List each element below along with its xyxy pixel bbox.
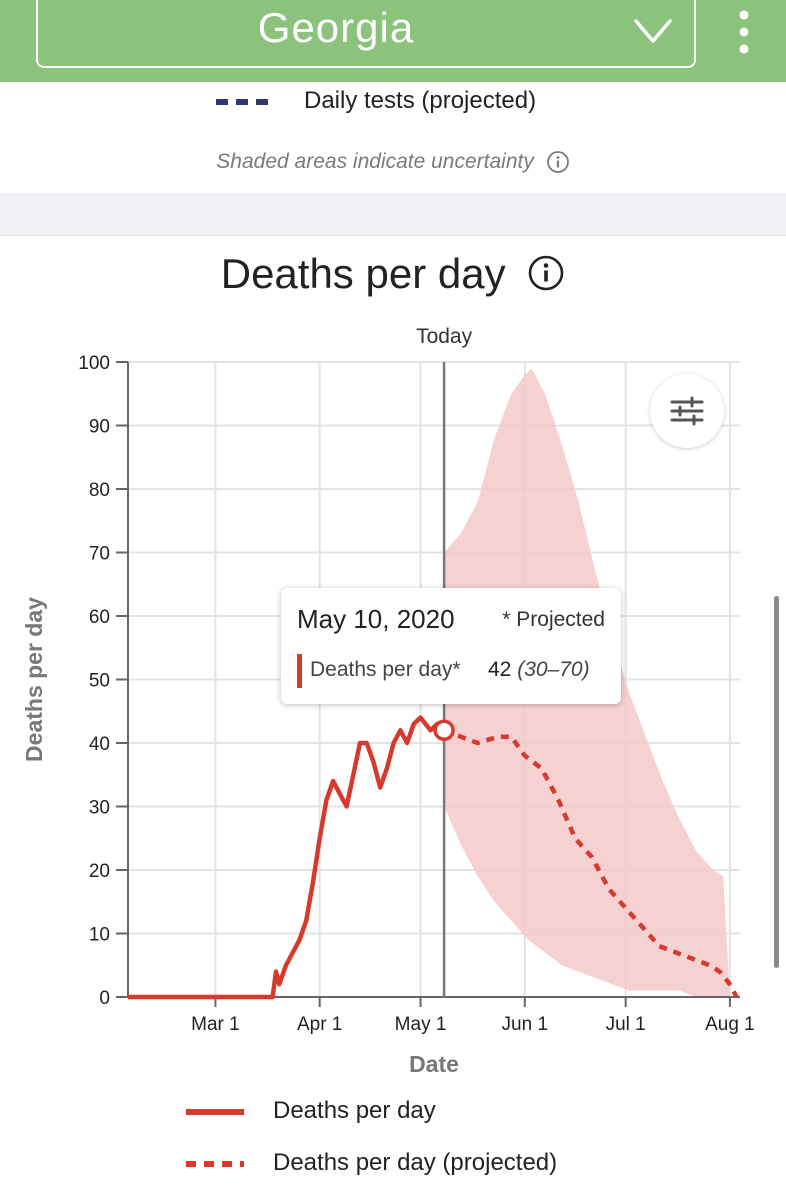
y-tick-label: 0 — [99, 988, 110, 1009]
state-dropdown[interactable]: Georgia — [36, 0, 696, 68]
y-tick-label: 30 — [89, 798, 110, 819]
y-tick-label: 90 — [89, 417, 110, 438]
page-scrollbar[interactable] — [774, 596, 779, 968]
chart-title-text: Deaths per day — [220, 250, 506, 297]
legend-swatch-deaths — [186, 1109, 244, 1115]
tooltip-series-label: Deaths per day* — [310, 658, 461, 681]
x-tick-label: Mar 1 — [191, 1014, 240, 1035]
info-icon[interactable] — [546, 150, 570, 174]
tooltip-value-range: (30–70) — [517, 658, 590, 681]
series-line-deaths-projected — [443, 728, 739, 999]
tooltip-series-swatch — [297, 654, 302, 688]
legend-item-deaths: Deaths per day — [186, 1096, 436, 1126]
today-label: Today — [416, 325, 473, 348]
legend-label-deaths: Deaths per day — [273, 1097, 436, 1124]
y-tick-label: 40 — [89, 734, 110, 755]
state-dropdown-value: Georgia — [257, 4, 415, 51]
legend-swatch-tests — [216, 99, 274, 105]
uncertainty-note-text: Shaded areas indicate uncertainty — [216, 150, 534, 173]
x-axis-label: Date — [409, 1051, 459, 1077]
x-tick-label: Apr 1 — [297, 1014, 342, 1035]
series-line-deaths — [128, 715, 446, 1000]
chart-info-icon[interactable] — [527, 254, 565, 292]
chevron-down-icon — [634, 19, 672, 43]
y-axis-label: Deaths per day — [21, 597, 47, 762]
y-tick-label: 100 — [78, 353, 110, 374]
chart-title: Deaths per day — [0, 248, 786, 300]
legend-item-deaths-projected: Deaths per day (projected) — [186, 1148, 557, 1178]
tooltip-projected-note: * Projected — [502, 608, 605, 631]
y-tick-label: 10 — [89, 925, 110, 946]
y-tick-label: 20 — [89, 861, 110, 882]
y-tick-label: 80 — [89, 480, 110, 501]
kebab-menu-icon[interactable] — [730, 6, 758, 58]
x-tick-label: May 1 — [395, 1014, 447, 1035]
hover-marker — [433, 719, 455, 742]
chart-settings-button[interactable] — [650, 374, 724, 448]
x-tick-label: Aug 1 — [705, 1014, 755, 1035]
chart-tooltip: May 10, 2020 * Projected Deaths per day*… — [281, 588, 621, 704]
sliders-icon — [670, 396, 704, 426]
tooltip-date: May 10, 2020 — [297, 604, 455, 634]
legend-label-tests: Daily tests (projected) — [304, 87, 537, 114]
y-tick-label: 50 — [89, 671, 110, 692]
tooltip-value: 42 (30–70) — [488, 658, 590, 682]
legend-swatch-deaths-projected — [186, 1161, 244, 1167]
tooltip-value-number: 42 — [488, 658, 512, 681]
legend-item-daily-tests: Daily tests (projected) — [214, 86, 536, 116]
y-tick-label: 70 — [89, 544, 110, 565]
legend-label-deaths-projected: Deaths per day (projected) — [273, 1149, 558, 1176]
section-divider — [0, 194, 786, 236]
y-tick-label: 60 — [89, 607, 110, 628]
x-tick-label: Jul 1 — [606, 1014, 646, 1035]
uncertainty-note: Shaded areas indicate uncertainty — [0, 150, 786, 174]
header-bar: Georgia — [0, 0, 786, 82]
x-tick-label: Jun 1 — [502, 1014, 548, 1035]
